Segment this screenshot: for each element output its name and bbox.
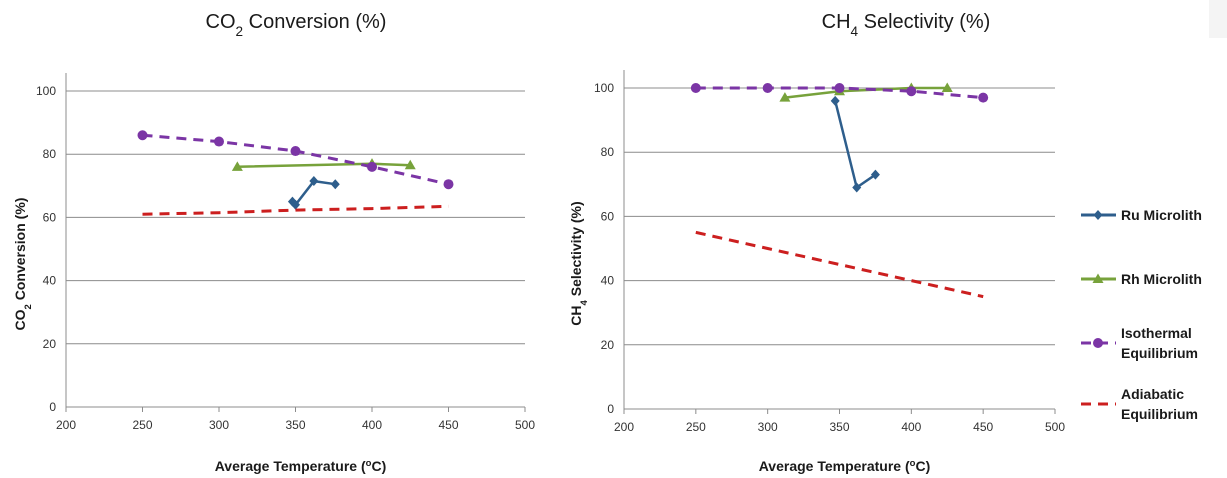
data-point (404, 159, 416, 170)
legend-item: Rh Microlith (1081, 271, 1202, 287)
data-point (330, 179, 340, 190)
x-axis-title: Average Temperature (oC) (215, 458, 387, 475)
chart-2: CH4 Selectivity (%) 0 20 40 60 80 100 200 250 300… (568, 11, 1065, 474)
x-tick-label: 400 (362, 418, 382, 432)
data-point (762, 83, 773, 93)
x-tick-label: 200 (614, 420, 634, 434)
series-isothermal-equilibrium (137, 130, 454, 190)
data-point (906, 86, 917, 97)
x-tick-label: 450 (438, 418, 458, 432)
data-point (834, 83, 845, 93)
x-tick-label: 300 (209, 418, 229, 432)
legend-swatch-marker (1093, 210, 1103, 220)
y-tick-label: 100 (594, 81, 614, 95)
x-tick-label: 500 (515, 418, 535, 432)
legend-swatch-marker (1092, 273, 1104, 283)
x-tick-label: 250 (132, 418, 152, 432)
y-tick-label: 0 (49, 400, 56, 414)
chart-1: CO2 Conversion (%) 0 20 40 60 80 100 200 250 300 3… (12, 11, 535, 474)
y-tick-label: 60 (43, 210, 57, 224)
y-tick-label: 40 (601, 274, 615, 288)
data-point (290, 146, 301, 157)
series-adiabatic-equilibrium (695, 230, 984, 299)
legend-item: Ru Microlith (1081, 207, 1202, 223)
series-line (142, 133, 449, 186)
legend-label: Equilibrium (1121, 345, 1198, 361)
series-line (237, 162, 411, 169)
corner-tab (1209, 0, 1227, 38)
data-point (231, 161, 243, 171)
legend: Ru Microlith Rh Microlith Isothermal Equili… (1081, 207, 1202, 422)
x-tick-label: 350 (829, 420, 849, 434)
data-point (214, 136, 224, 147)
legend-swatch-marker (1093, 338, 1103, 348)
series-line (142, 204, 449, 216)
data-point (443, 179, 454, 190)
x-tick-label: 250 (686, 420, 706, 434)
x-tick-label: 400 (901, 420, 921, 434)
x-tick-label: 350 (285, 418, 305, 432)
legend-label: Adiabatic (1121, 386, 1184, 402)
y-tick-label: 80 (43, 147, 57, 161)
data-point (137, 130, 148, 141)
data-point (852, 182, 862, 193)
legend-label: Isothermal (1121, 325, 1192, 341)
data-point (690, 83, 701, 93)
series-line (695, 230, 984, 299)
y-axis-title: CO2 Conversion (%) (12, 198, 34, 331)
data-point (978, 92, 989, 103)
chart-title: CH4 Selectivity (%) (822, 11, 991, 39)
data-point (830, 95, 840, 106)
y-tick-label: 80 (601, 145, 615, 159)
y-tick-label: 0 (607, 402, 614, 416)
x-tick-label: 300 (758, 420, 778, 434)
legend-item: Adiabatic Equilibrium (1081, 386, 1198, 422)
y-tick-label: 100 (36, 84, 56, 98)
series-isothermal-equilibrium (690, 83, 989, 103)
x-tick-label: 200 (56, 418, 76, 432)
legend-item: Isothermal Equilibrium (1081, 325, 1198, 361)
series-ru-microlith (287, 176, 340, 210)
legend-label: Equilibrium (1121, 406, 1198, 422)
y-tick-label: 60 (601, 209, 615, 223)
y-tick-label: 20 (43, 337, 57, 351)
y-tick-label: 20 (601, 338, 615, 352)
data-point (870, 169, 880, 180)
data-point (367, 161, 377, 172)
data-point (291, 199, 300, 210)
x-tick-label: 450 (973, 420, 993, 434)
series-adiabatic-equilibrium (142, 204, 449, 216)
series-line (833, 100, 877, 190)
x-tick-label: 500 (1045, 420, 1065, 434)
y-axis-title: CH4 Selectivity (%) (568, 201, 590, 325)
legend-label: Rh Microlith (1121, 271, 1202, 287)
data-point (309, 176, 319, 187)
x-axis-title: Average Temperature (oC) (759, 458, 931, 475)
series-rh-microlith (231, 158, 416, 171)
data-point (779, 92, 791, 102)
series-ru-microlith (830, 95, 880, 193)
data-point (941, 82, 953, 92)
chart-title: CO2 Conversion (%) (206, 11, 387, 39)
legend-label: Ru Microlith (1121, 207, 1202, 223)
y-tick-label: 40 (43, 274, 57, 288)
series-rh-microlith (779, 82, 953, 102)
